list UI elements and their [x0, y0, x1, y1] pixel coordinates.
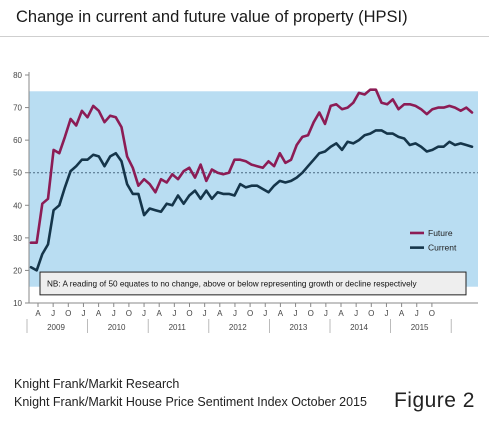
x-tick-label: A	[338, 309, 344, 318]
x-tick-label: A	[217, 309, 223, 318]
x-tick-label: A	[35, 309, 41, 318]
x-tick-label: J	[203, 309, 207, 318]
chart-title: Change in current and future value of pr…	[16, 8, 408, 26]
x-tick-label: O	[65, 309, 71, 318]
legend-label-current: Current	[428, 243, 457, 253]
series-layer	[29, 88, 474, 272]
year-label: 2014	[350, 323, 368, 332]
x-tick-label: J	[233, 309, 237, 318]
y-tick-label: 50	[13, 169, 22, 178]
title-divider	[0, 36, 489, 37]
x-tick-label: O	[308, 309, 314, 318]
x-tick-label: J	[112, 309, 116, 318]
y-tick-label: 60	[13, 136, 22, 145]
annotation-layer: NB: A reading of 50 equates to no change…	[39, 271, 467, 296]
source-line-1: Knight Frank/Markit Research	[14, 377, 180, 391]
x-tick-label: J	[142, 309, 146, 318]
x-tick-label: O	[186, 309, 192, 318]
legend-label-future: Future	[428, 228, 453, 238]
x-tick-label: J	[354, 309, 358, 318]
x-tick-label: A	[278, 309, 284, 318]
year-label: 2012	[229, 323, 247, 332]
year-label: 2010	[108, 323, 126, 332]
x-tick-label: O	[429, 309, 435, 318]
x-tick-label: J	[324, 309, 328, 318]
year-label: 2009	[47, 323, 65, 332]
x-tick-label: O	[126, 309, 132, 318]
source-line-2: Knight Frank/Markit House Price Sentimen…	[14, 395, 367, 409]
x-tick-label: J	[51, 309, 55, 318]
x-tick-label: J	[81, 309, 85, 318]
x-tick-label: A	[96, 309, 102, 318]
year-label: 2015	[411, 323, 429, 332]
series-line-future	[29, 88, 474, 244]
year-label: 2011	[169, 323, 187, 332]
annotation-text: NB: A reading of 50 equates to no change…	[47, 279, 417, 288]
y-tick-label: 30	[13, 234, 22, 243]
y-tick-label: 70	[13, 104, 22, 113]
x-tick-label: A	[157, 309, 163, 318]
legend: Future Current	[410, 228, 457, 253]
x-tick-label: O	[247, 309, 253, 318]
year-label: 2013	[290, 323, 308, 332]
plot-background-band	[29, 91, 478, 287]
x-tick-label: J	[294, 309, 298, 318]
y-tick-label: 40	[13, 201, 22, 210]
y-tick-label: 20	[13, 266, 22, 275]
y-tick-label: 80	[13, 71, 22, 80]
x-tick-label: J	[415, 309, 419, 318]
figure-label: Figure 2	[393, 389, 475, 412]
x-tick-label: J	[263, 309, 267, 318]
shaded-band	[29, 91, 478, 287]
x-tick-label: J	[172, 309, 176, 318]
annotation-box	[39, 271, 467, 296]
x-tick-label: A	[399, 309, 405, 318]
x-tick-label: J	[384, 309, 388, 318]
series-line-current	[29, 129, 474, 272]
x-tick-label: O	[368, 309, 374, 318]
y-tick-label: 10	[13, 299, 22, 308]
